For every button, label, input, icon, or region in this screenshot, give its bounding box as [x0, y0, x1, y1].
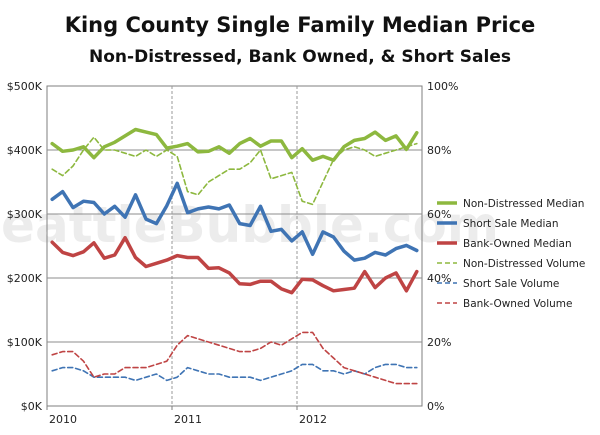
series-lines [50, 127, 419, 385]
x-tick-label: 2011 [174, 413, 202, 426]
legend-label-short-sale-median: Short Sale Median [463, 218, 559, 230]
y-left-tick-label: $100K [7, 336, 43, 349]
x-axis: 2010 2011 2012 [46, 406, 327, 426]
x-tick-label: 2010 [49, 413, 77, 426]
y-right-tick-label: 100% [427, 80, 458, 93]
y-left-tick-label: $500K [7, 80, 43, 93]
y-right-tick-label: 20% [427, 336, 451, 349]
series-line-non-distressed-volume [51, 136, 418, 206]
y-axis-right: 0% 20% 40% 60% 80% 100% [427, 80, 458, 413]
series-line-bank-owned-volume [51, 331, 418, 385]
y-right-tick-label: 0% [427, 400, 444, 413]
legend-label-bank-owned-median: Bank-Owned Median [463, 238, 572, 250]
legend-label-bank-owned-volume: Bank-Owned Volume [463, 298, 572, 310]
y-axis-left: $0K $100K $200K $300K $400K $500K [7, 80, 43, 413]
y-left-tick-label: $0K [21, 400, 43, 413]
y-right-tick-label: 60% [427, 208, 451, 221]
legend-label-non-distressed-median: Non-Distressed Median [463, 198, 584, 210]
series-line-short-sale-volume [51, 363, 418, 382]
y-left-tick-label: $300K [7, 208, 43, 221]
plot-area [46, 85, 423, 407]
y-right-tick-label: 40% [427, 272, 451, 285]
chart-title: King County Single Family Median Price [65, 13, 536, 37]
legend-label-short-sale-volume: Short Sale Volume [463, 278, 559, 290]
series-line-bank-owned-median [50, 235, 419, 295]
series-line-non-distressed-median [50, 127, 419, 162]
y-left-tick-label: $400K [7, 144, 43, 157]
legend: Non-Distressed Median Short Sale Median Ba… [437, 198, 585, 310]
y-right-tick-label: 80% [427, 144, 451, 157]
chart-subtitle: Non-Distressed, Bank Owned, & Short Sale… [89, 47, 511, 67]
legend-label-non-distressed-volume: Non-Distressed Volume [463, 258, 585, 270]
series-line-short-sale-median [50, 181, 419, 262]
x-tick-label: 2012 [299, 413, 327, 426]
y-left-tick-label: $200K [7, 272, 43, 285]
